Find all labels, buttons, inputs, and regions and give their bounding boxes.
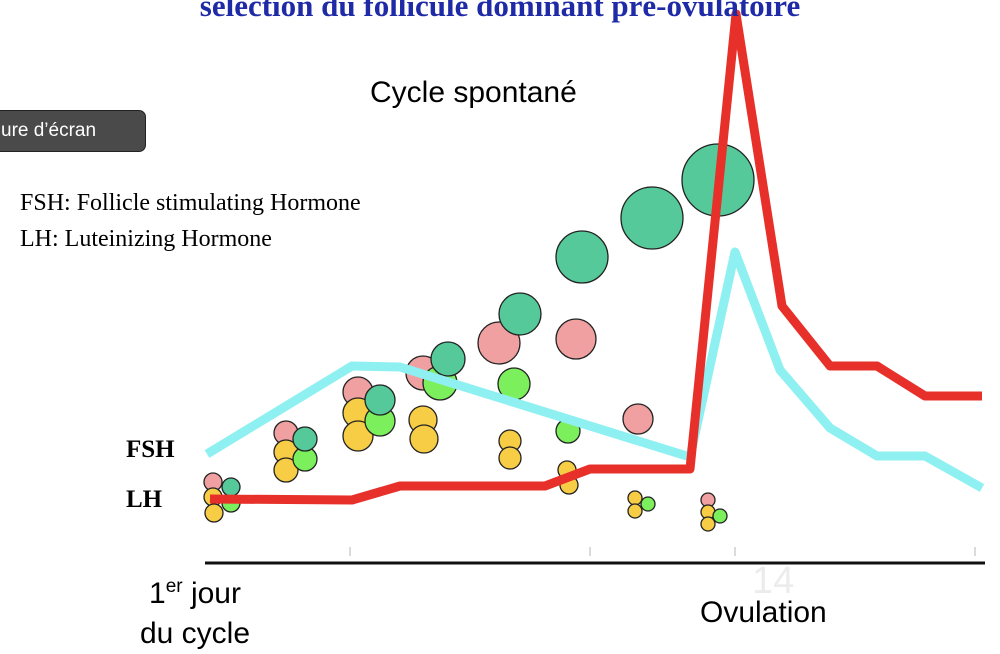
follicle [221,477,241,497]
follicle [627,503,643,519]
page-title: sélection du follicule dominant pré-ovul… [199,0,801,23]
legend-fsh: FSH: Follicle stimulating Hormone [20,190,361,216]
fsh-curve [204,247,985,492]
start-day-suffix: er [165,576,183,597]
follicle [292,426,318,452]
follicle [627,490,643,506]
follicle [273,457,299,483]
follicle [342,420,374,452]
follicle [622,403,654,435]
cycle-start-label: 1er jour du cycle [110,567,280,654]
follicle [498,446,522,470]
follicle [364,384,396,416]
start-day-number: 1 [149,577,166,610]
legend-lh: LH: Luteinizing Hormone [20,226,272,252]
follicle [498,292,542,336]
fsh-axis-label: FSH [126,436,175,463]
follicle [700,516,716,532]
follicle [712,508,728,524]
lh-curve [209,9,982,505]
follicle [430,341,466,377]
follicle [555,318,597,360]
start-day-word: jour [182,577,241,610]
ovulation-label: Ovulation [700,596,827,629]
screenshot-button[interactable]: ure d’écran [0,110,146,152]
follicle-cluster [203,143,755,532]
follicle [409,424,439,454]
axis-ticks [349,547,976,556]
follicle [204,503,224,523]
lh-axis-label: LH [126,486,163,513]
day-marker: 14 [752,560,795,602]
start-day-line2: du cycle [139,617,251,650]
follicle [640,496,656,512]
cycle-label: Cycle spontané [370,76,577,109]
follicle [555,230,609,284]
follicle [620,186,684,250]
